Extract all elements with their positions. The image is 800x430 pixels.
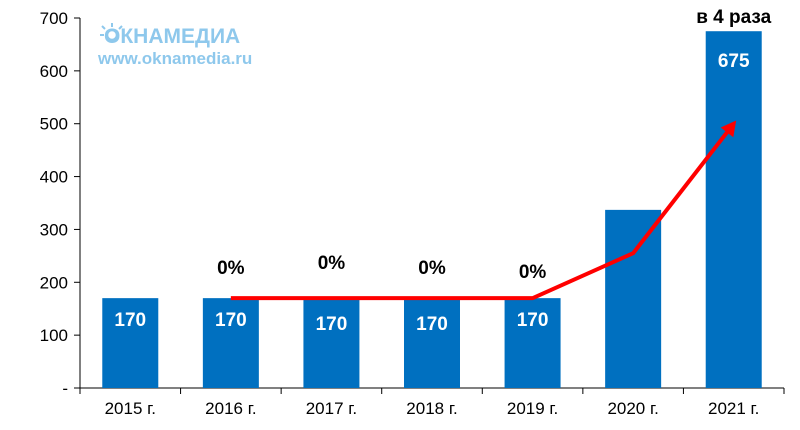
data-label: 170 — [416, 314, 448, 335]
x-tick-label: 2015 г. — [105, 399, 156, 418]
data-label: 170 — [316, 314, 348, 335]
annotation-label: в 4 раза — [696, 7, 771, 28]
y-axis: - 100 200 300 400 500 600 700 — [40, 9, 81, 398]
watermark-logo: ОКНАМЕДИА www.oknamedia.ru — [97, 23, 252, 68]
annotation-label: 0% — [519, 262, 547, 283]
annotation-label: 0% — [318, 253, 346, 274]
trend-line-path — [230, 122, 736, 301]
watermark-url: www.oknamedia.ru — [97, 49, 252, 68]
y-tick-label: 600 — [40, 62, 68, 81]
y-tick-label: 300 — [40, 220, 68, 239]
watermark-brand: ОКНАМЕДИА — [104, 25, 240, 48]
y-tick-label: 500 — [40, 115, 68, 134]
bar — [605, 209, 662, 388]
x-tick-label: 2018 г. — [406, 399, 457, 418]
y-tick-label: 400 — [40, 168, 68, 187]
bar — [705, 31, 762, 388]
data-label: 170 — [114, 310, 146, 331]
bar — [102, 298, 159, 388]
sun-icon — [100, 23, 123, 42]
bar — [202, 298, 259, 388]
x-axis: 2015 г. 2016 г. 2017 г. 2018 г. 2019 г. 2020 … — [79, 387, 785, 418]
annotation-label: 0% — [217, 258, 245, 279]
bars — [102, 31, 762, 388]
x-tick-label: 2020 г. — [607, 399, 658, 418]
annotation-label: 0% — [418, 258, 446, 279]
bar — [504, 298, 561, 388]
trend-arrowhead — [720, 120, 737, 138]
data-label: 675 — [718, 51, 750, 72]
y-tick-label: 200 — [40, 273, 68, 292]
y-tick-label: 700 — [40, 9, 68, 28]
x-tick-label: 2017 г. — [306, 399, 357, 418]
data-label: 170 — [517, 310, 549, 331]
x-tick-label: 2016 г. — [205, 399, 256, 418]
bar — [404, 298, 460, 388]
trend-line — [230, 120, 737, 301]
x-tick-label: 2019 г. — [507, 399, 558, 418]
bar — [303, 298, 360, 388]
x-tick-label: 2021 г. — [708, 399, 759, 418]
data-label: 170 — [215, 310, 247, 331]
data-labels: 170 170 170 170 170 675 — [114, 51, 750, 335]
y-tick-label: 100 — [40, 326, 68, 345]
y-tick-label: - — [62, 379, 68, 398]
annotations: 0% 0% 0% 0% в 4 раза — [217, 7, 772, 283]
